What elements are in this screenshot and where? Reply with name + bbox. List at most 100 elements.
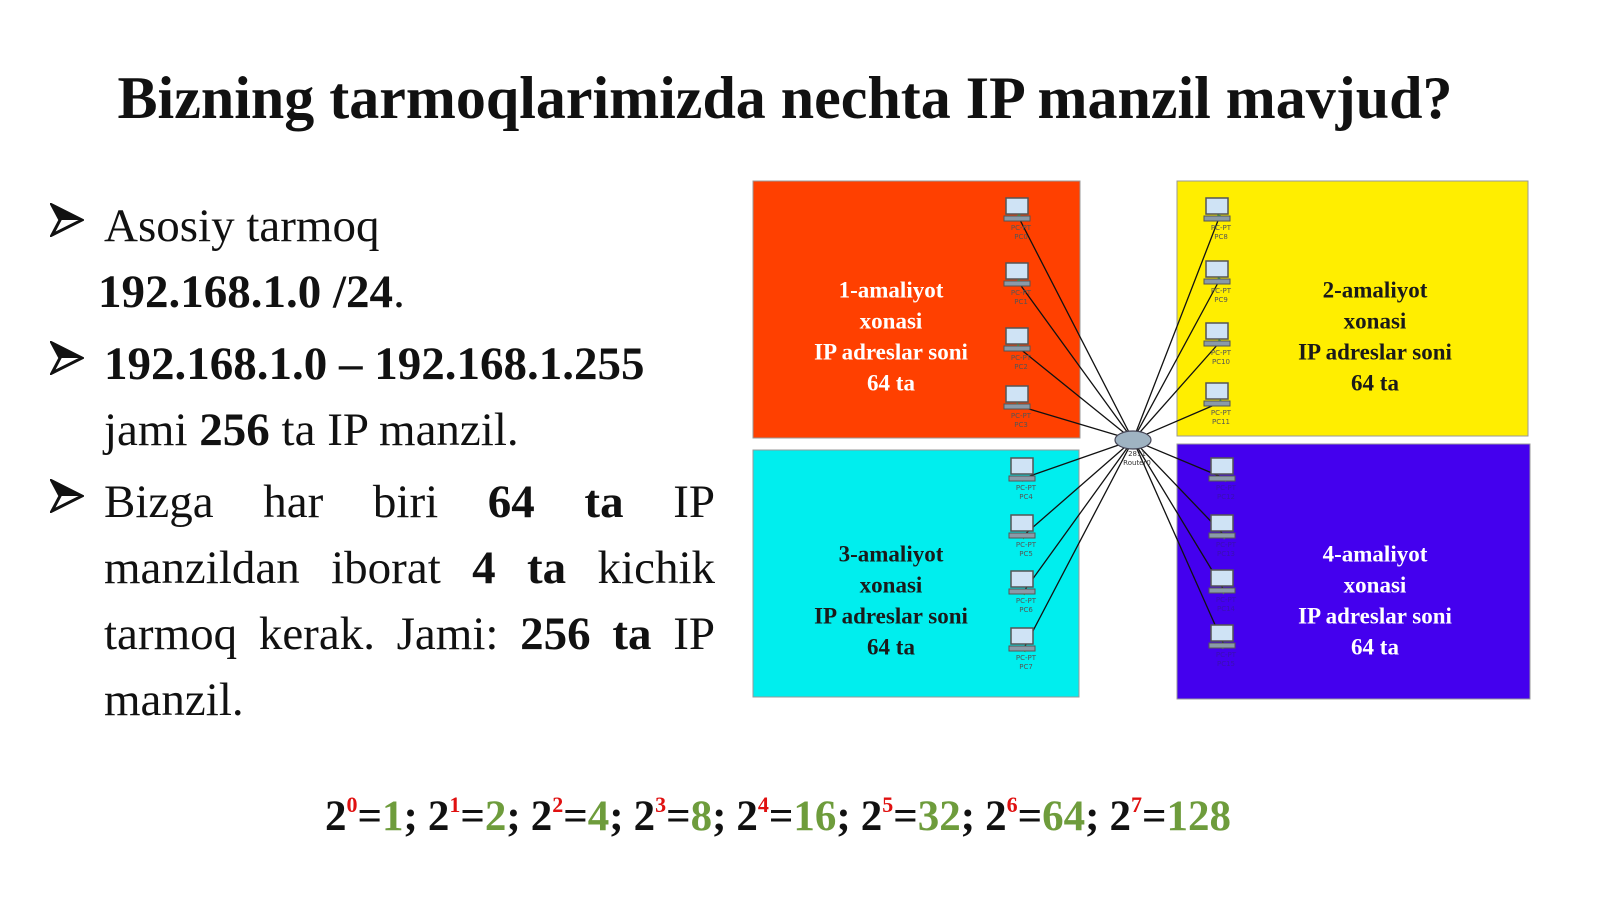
text-run: 64 ta [487,476,624,528]
power-term: 22=4; [530,792,624,840]
power-result: 16 [793,793,837,840]
room-label: 1-amaliyot [839,277,944,302]
pc-screen [1205,322,1229,340]
power-exponent: 2 [552,792,564,817]
pc-base [1003,345,1031,352]
pc-icon [1003,385,1031,410]
power-exponent: 0 [346,792,358,817]
pc-base [1008,645,1036,652]
power-base: 2 [325,793,347,840]
equals-sign: = [1017,793,1043,840]
pc-base [1008,588,1036,595]
pc-name: PC10 [1212,358,1230,366]
pc-screen [1210,624,1234,642]
separator: ; [960,793,976,840]
room-label: 2-amaliyot [1323,277,1428,302]
pc-base [1008,532,1036,539]
pc-base [1203,215,1231,222]
pc-icon [1008,514,1036,539]
pc-base [1203,400,1231,407]
slide-title: Bizning tarmoqlarimizda nechta IP manzil… [117,65,1453,131]
equals-sign: = [666,793,691,840]
power-term: 23=8; [634,792,727,840]
room-label: 3-amaliyot [839,541,944,566]
text-run: kichik tarmoq kerak. Jami: [104,542,716,660]
pc-screen [1005,385,1029,403]
pc-type: PC-PT [1011,412,1032,420]
pc-icon [1008,570,1036,595]
power-term: 25=32; [861,792,976,840]
text-run: . [393,266,405,318]
power-term: 20=1; [325,792,418,840]
power-base: 2 [985,793,1007,840]
text-run: 192.168.1.0 /24 [98,266,394,318]
pc-type: PC-PT [1216,651,1237,659]
pc-icon [1208,514,1236,539]
text-run: 256 ta [520,608,652,660]
text-run: Asosiy tarmoq [104,200,380,252]
bullet: Asosiy tarmoq [50,193,715,259]
pc-screen [1005,262,1029,280]
separator: ; [1085,793,1100,840]
pc-name: PC13 [1217,550,1235,558]
pc-screen [1010,457,1034,475]
power-result: 4 [587,793,610,840]
pc-icon [1003,197,1031,222]
pc-screen [1205,382,1229,400]
link [1019,437,1135,653]
pc-type: PC-PT [1211,349,1232,357]
room-label: xonasi [1344,308,1407,333]
room-label: xonasi [1344,572,1407,597]
pc-name: PC9 [1214,296,1228,304]
equals-sign: = [460,793,485,840]
pc-name: PC11 [1212,418,1230,426]
pc-screen [1205,260,1229,278]
text-run: 192.168.1.0 – 192.168.1.255 [104,338,645,390]
text-run: Bizga har biri [104,476,488,528]
bullet-list: Asosiy tarmoq 192.168.1.0 /24. 192.168.1.0… [50,187,715,733]
equals-sign: = [893,793,918,840]
room-label: 4-amaliyot [1323,541,1428,566]
pc-type: PC-PT [1011,289,1032,297]
pc-screen [1210,569,1234,587]
bullet-line: 192.168.1.0 – 192.168.1.255 [104,331,715,397]
room-label: IP adreslar soni [1298,339,1452,364]
room-box [1176,443,1531,700]
pc-name: PC8 [1214,233,1228,241]
bullet-line: Asosiy tarmoq [104,193,715,259]
separator: ; [609,793,624,840]
pc-name: PC12 [1217,493,1235,501]
powers-formula: 20=1; 21=2; 22=4; 23=8; 24=16; 25=32; 26=64; 27… [0,775,1566,847]
pc-icon [1008,457,1036,482]
pc-icon [1208,457,1236,482]
power-base: 2 [530,793,553,840]
power-term: 21=2; [428,792,521,840]
power-result: 64 [1042,793,1086,840]
pc-icon [1008,627,1036,652]
power-result: 32 [917,793,961,840]
text-run: ta IP manzil. [269,404,519,456]
room-label: xonasi [860,308,923,333]
room-label: IP adreslar soni [814,339,968,364]
pc-name: PC5 [1019,550,1033,558]
room-label: xonasi [860,572,923,597]
bullet-arrow [50,203,84,237]
pc-name: PC6 [1019,606,1033,614]
pc-screen [1005,327,1029,345]
router-model: 2811 [1128,450,1146,458]
equals-sign: = [563,793,588,840]
pc-base [1208,587,1236,594]
power-exponent: 1 [449,792,461,817]
separator: ; [506,793,521,840]
bullet: Bizga har biri 64 ta IP manzildan iborat… [50,469,715,733]
pc-name: PC3 [1014,421,1028,429]
room-label: 64 ta [867,634,915,659]
pc-base [1003,403,1031,410]
link [1131,437,1229,650]
pc-icon [1203,322,1231,347]
pc-type: PC-PT [1016,597,1037,605]
pc-type: PC-PT [1011,354,1032,362]
link [1014,401,1137,443]
pc-screen [1010,514,1034,532]
power-term: 24=16; [736,792,850,840]
